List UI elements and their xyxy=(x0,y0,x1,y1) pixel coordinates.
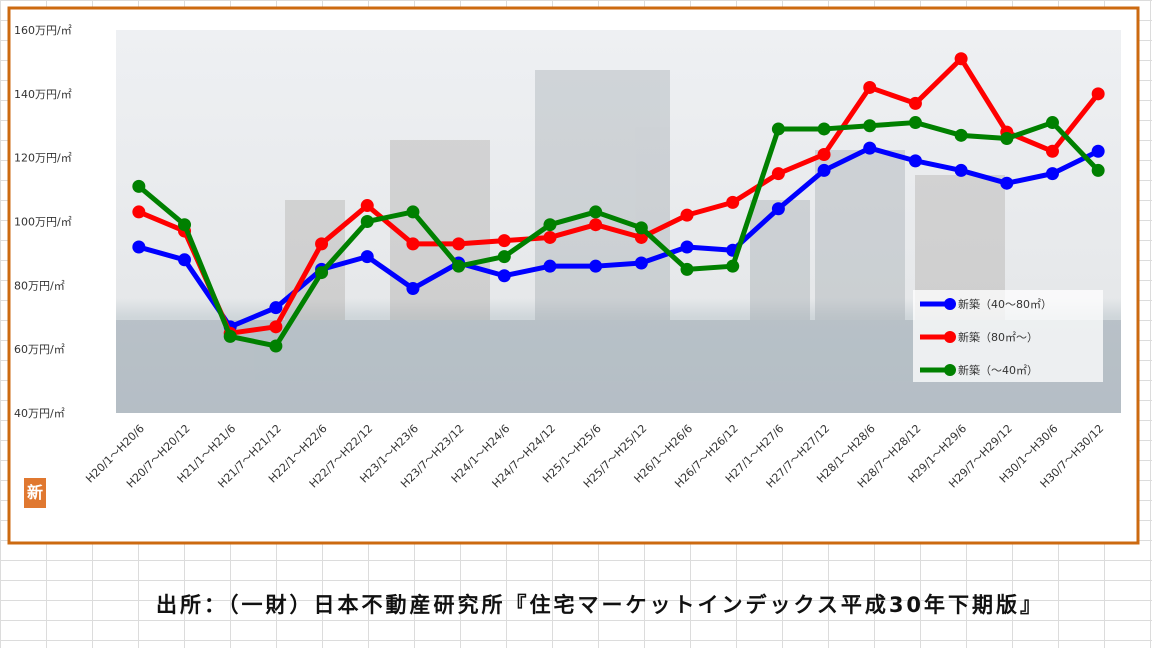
y-tick-label: 160万円/㎡ xyxy=(14,24,72,37)
data-point xyxy=(315,237,329,251)
badge: 新 xyxy=(27,483,43,502)
data-point xyxy=(406,205,420,219)
data-point xyxy=(269,320,283,334)
data-point xyxy=(680,240,694,254)
data-point xyxy=(863,141,877,155)
data-point xyxy=(771,202,785,216)
data-point xyxy=(817,147,831,161)
data-point xyxy=(360,250,374,264)
data-point xyxy=(817,122,831,136)
data-point xyxy=(178,218,192,232)
data-point xyxy=(908,154,922,168)
data-point xyxy=(543,230,557,244)
legend-label: 新築（～40㎡） xyxy=(958,363,1038,377)
data-point xyxy=(132,179,146,193)
data-point xyxy=(1000,132,1014,146)
data-point xyxy=(1091,163,1105,177)
data-point xyxy=(634,221,648,235)
data-point xyxy=(726,195,740,209)
data-point xyxy=(680,208,694,222)
legend-label: 新築（40～80㎡） xyxy=(958,297,1052,311)
data-point xyxy=(1091,87,1105,101)
data-point xyxy=(452,237,466,251)
data-point xyxy=(589,205,603,219)
legend-marker xyxy=(944,298,956,310)
data-point xyxy=(908,96,922,110)
y-tick-label: 60万円/㎡ xyxy=(14,343,65,356)
data-point xyxy=(589,218,603,232)
data-point xyxy=(269,339,283,353)
data-point xyxy=(132,240,146,254)
data-point xyxy=(954,52,968,66)
data-point xyxy=(360,199,374,213)
data-point xyxy=(223,329,237,343)
data-point xyxy=(406,237,420,251)
data-point xyxy=(452,259,466,273)
data-point xyxy=(589,259,603,273)
legend-label: 新築（80㎡～） xyxy=(958,330,1038,344)
data-point xyxy=(863,119,877,133)
data-point xyxy=(1045,167,1059,181)
data-point xyxy=(863,80,877,94)
data-point xyxy=(1000,176,1014,190)
data-point xyxy=(132,205,146,219)
source-note: 出所：（一財）日本不動産研究所『住宅マーケットインデックス平成30年下期版』 xyxy=(156,593,1044,617)
data-point xyxy=(680,262,694,276)
data-point xyxy=(817,163,831,177)
y-tick-label: 100万円/㎡ xyxy=(14,216,72,229)
data-point xyxy=(406,282,420,296)
data-point xyxy=(1045,116,1059,130)
data-point xyxy=(726,259,740,273)
data-point xyxy=(543,218,557,232)
series-line xyxy=(137,56,1101,336)
data-point xyxy=(497,250,511,264)
data-point xyxy=(908,116,922,130)
data-point xyxy=(771,167,785,181)
data-point xyxy=(178,253,192,267)
y-tick-label: 140万円/㎡ xyxy=(14,88,72,101)
y-tick-label: 40万円/㎡ xyxy=(14,407,65,420)
badge-box xyxy=(24,478,46,508)
data-point xyxy=(497,269,511,283)
legend-marker xyxy=(944,331,956,343)
data-point xyxy=(634,256,648,270)
data-point xyxy=(1045,144,1059,158)
data-point xyxy=(360,215,374,228)
series-line xyxy=(137,120,1100,349)
data-point xyxy=(269,301,283,315)
data-point xyxy=(954,163,968,177)
y-tick-label: 120万円/㎡ xyxy=(14,152,72,165)
data-point xyxy=(954,128,968,142)
y-tick-label: 80万円/㎡ xyxy=(14,279,65,292)
data-point xyxy=(1091,144,1105,158)
data-point xyxy=(315,266,329,280)
data-point xyxy=(771,122,785,136)
data-point xyxy=(543,259,557,273)
legend-marker xyxy=(944,364,956,376)
data-point xyxy=(497,234,511,248)
